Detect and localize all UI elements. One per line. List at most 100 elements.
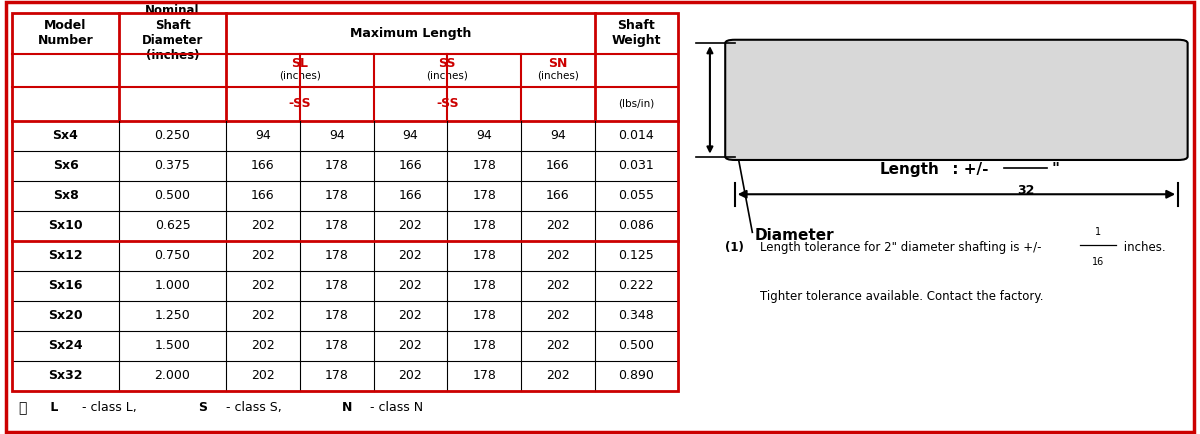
Text: L: L [46, 401, 58, 414]
Text: Sx6: Sx6 [53, 159, 78, 172]
Text: 1: 1 [1021, 142, 1030, 155]
FancyBboxPatch shape [725, 40, 1188, 160]
Text: 0.625: 0.625 [155, 219, 191, 232]
Text: Sx16: Sx16 [48, 279, 83, 292]
Text: 202: 202 [398, 279, 422, 292]
Text: 0.750: 0.750 [155, 249, 191, 262]
Text: 202: 202 [546, 309, 570, 322]
Bar [12, 13, 678, 391]
Text: 202: 202 [251, 339, 275, 352]
Text: 178: 178 [473, 189, 496, 202]
Text: 202: 202 [251, 219, 275, 232]
Text: 166: 166 [398, 159, 422, 172]
Text: 94: 94 [329, 129, 344, 142]
Text: 166: 166 [251, 189, 275, 202]
Text: 0.125: 0.125 [618, 249, 654, 262]
Text: 202: 202 [398, 339, 422, 352]
Text: 202: 202 [398, 249, 422, 262]
Text: 2.000: 2.000 [155, 369, 191, 382]
Text: 1.250: 1.250 [155, 309, 191, 322]
Text: 202: 202 [546, 279, 570, 292]
Text: 178: 178 [473, 249, 496, 262]
Text: Tighter tolerance available. Contact the factory.: Tighter tolerance available. Contact the… [760, 290, 1043, 302]
Text: 0.250: 0.250 [155, 129, 191, 142]
Text: 178: 178 [325, 279, 349, 292]
Text: Nominal
Shaft
Diameter
(inches): Nominal Shaft Diameter (inches) [142, 4, 203, 62]
Text: (lbs/in): (lbs/in) [618, 99, 654, 109]
Text: 178: 178 [325, 159, 349, 172]
Text: 0.031: 0.031 [618, 159, 654, 172]
Text: Maximum Length: Maximum Length [349, 27, 472, 40]
Text: : +/-: : +/- [948, 162, 995, 177]
Text: 202: 202 [546, 219, 570, 232]
Text: 166: 166 [251, 159, 275, 172]
Text: 94: 94 [550, 129, 565, 142]
Text: S: S [198, 401, 208, 414]
Text: Diameter: Diameter [755, 228, 834, 243]
Text: (1): (1) [941, 138, 954, 148]
Text: 178: 178 [325, 189, 349, 202]
Text: 202: 202 [546, 369, 570, 382]
Text: 178: 178 [473, 159, 496, 172]
Text: 0.014: 0.014 [618, 129, 654, 142]
Text: Sx20: Sx20 [48, 309, 83, 322]
Text: 202: 202 [546, 249, 570, 262]
Text: Length: Length [880, 162, 940, 177]
Text: -SS: -SS [436, 98, 458, 110]
Text: 202: 202 [251, 279, 275, 292]
Text: 178: 178 [325, 369, 349, 382]
Text: 202: 202 [398, 369, 422, 382]
Text: 0.348: 0.348 [618, 309, 654, 322]
Text: Sx12: Sx12 [48, 249, 83, 262]
Text: - class N: - class N [366, 401, 424, 414]
Text: 202: 202 [251, 369, 275, 382]
Text: 0.890: 0.890 [618, 369, 654, 382]
Text: 178: 178 [325, 249, 349, 262]
Text: 202: 202 [251, 309, 275, 322]
Text: 1: 1 [1096, 227, 1102, 237]
Text: 1.000: 1.000 [155, 279, 191, 292]
Text: 0.500: 0.500 [155, 189, 191, 202]
Text: 166: 166 [546, 189, 570, 202]
Text: (1): (1) [725, 240, 744, 253]
Text: Sx4: Sx4 [53, 129, 78, 142]
Text: 178: 178 [473, 279, 496, 292]
Text: 166: 166 [546, 159, 570, 172]
Text: 32: 32 [1016, 184, 1034, 197]
Text: - class L,: - class L, [78, 401, 145, 414]
Text: (inches): (inches) [278, 71, 320, 81]
Text: 178: 178 [325, 309, 349, 322]
Text: (inches): (inches) [426, 71, 468, 81]
Text: SL: SL [292, 57, 308, 70]
Text: 0.375: 0.375 [155, 159, 191, 172]
Text: 16: 16 [1092, 257, 1104, 267]
Text: 178: 178 [473, 309, 496, 322]
Text: Model
Number: Model Number [37, 20, 94, 47]
Text: Sx24: Sx24 [48, 339, 83, 352]
Text: 178: 178 [473, 219, 496, 232]
Text: Sx8: Sx8 [53, 189, 78, 202]
Text: 202: 202 [398, 309, 422, 322]
Text: 94: 94 [256, 129, 271, 142]
Text: 178: 178 [473, 369, 496, 382]
Text: - class S,: - class S, [222, 401, 289, 414]
Text: SN: SN [548, 57, 568, 70]
Text: 178: 178 [473, 339, 496, 352]
Text: (inches): (inches) [536, 71, 578, 81]
Text: 178: 178 [325, 219, 349, 232]
Text: 94: 94 [402, 129, 419, 142]
Text: 1.500: 1.500 [155, 339, 191, 352]
Text: 202: 202 [251, 249, 275, 262]
Text: -SS: -SS [288, 98, 311, 110]
Text: Length tolerance for 2" diameter shafting is +/-: Length tolerance for 2" diameter shaftin… [760, 240, 1045, 253]
Text: 0.086: 0.086 [618, 219, 654, 232]
Text: 166: 166 [398, 189, 422, 202]
Text: ": " [1052, 162, 1060, 177]
Text: 202: 202 [398, 219, 422, 232]
Text: SS: SS [438, 57, 456, 70]
Text: Sx32: Sx32 [48, 369, 83, 382]
Text: 0.055: 0.055 [618, 189, 654, 202]
Text: ⍼: ⍼ [18, 401, 26, 415]
Text: Sx10: Sx10 [48, 219, 83, 232]
Text: 202: 202 [546, 339, 570, 352]
